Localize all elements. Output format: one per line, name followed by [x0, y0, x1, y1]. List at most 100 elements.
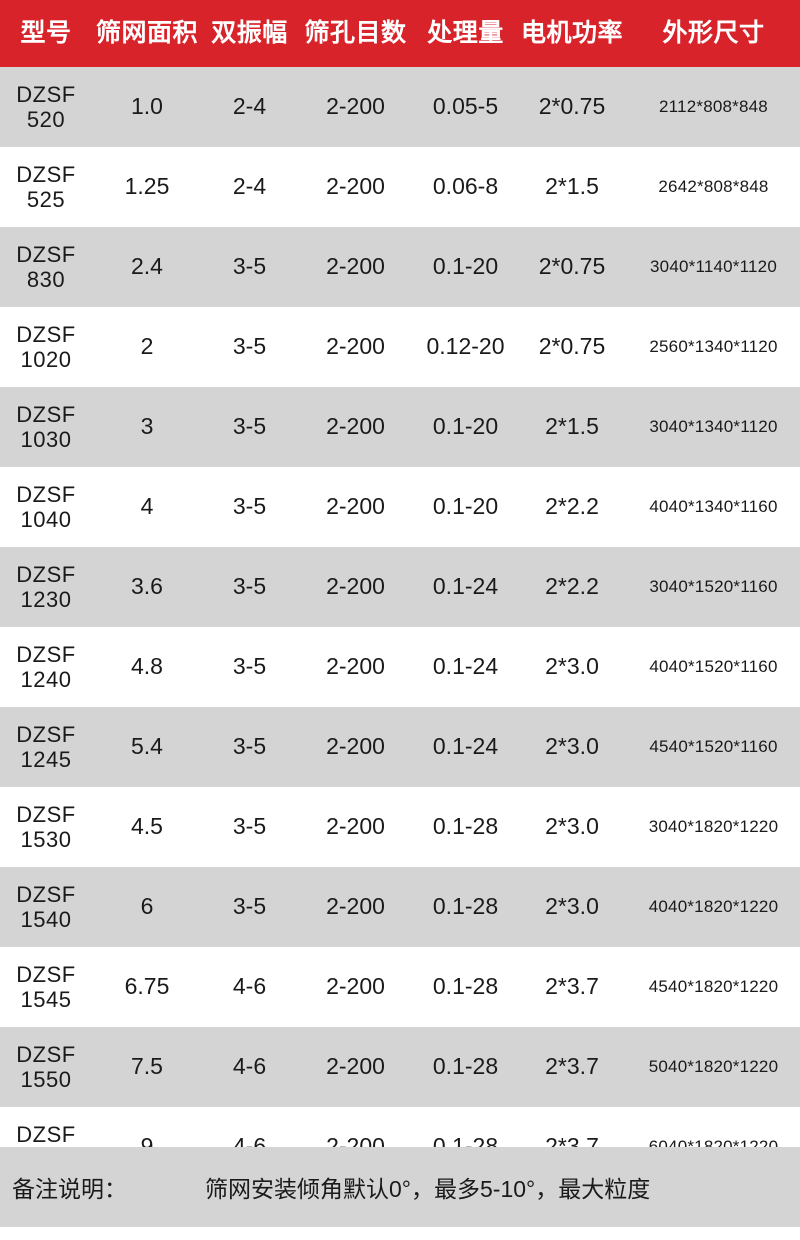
- cell-capacity: 0.06-8: [432, 173, 499, 200]
- cell-mesh-count: 2-200: [326, 493, 385, 520]
- cell-screen-area: 1.25: [124, 173, 170, 200]
- cell-mesh-count: 2-200: [326, 733, 385, 760]
- cell-double-amplitude: 3-5: [232, 493, 267, 520]
- cell-capacity: 0.1-24: [432, 653, 499, 680]
- column-header-capacity: 处理量: [427, 19, 504, 47]
- model-series: DZSF: [16, 801, 76, 827]
- cell-model: DZSF 830: [0, 242, 92, 293]
- column-header-screen-area: 筛网面积: [95, 19, 198, 47]
- cell-screen-area: 5.4: [131, 733, 163, 760]
- cell-capacity: 0.12-20: [426, 333, 505, 360]
- table-row: DZSF 525 1.25 2-4 2-200 0.06-8 2*1.5 2642*808*8…: [0, 147, 800, 227]
- cell-screen-area: 6.75: [124, 973, 170, 1000]
- table-row: DZSF 1240 4.8 3-5 2-200 0.1-24 2*3.0 4040*1520*…: [0, 627, 800, 707]
- cell-screen-area: 4: [140, 493, 154, 520]
- table-row: DZSF 1245 5.4 3-5 2-200 0.1-24 2*3.0 4540*1520*…: [0, 707, 800, 787]
- cell-motor-power: 2*3.0: [545, 733, 599, 760]
- cell-motor-power: 2*3.0: [545, 653, 599, 680]
- model-size: 1545: [20, 987, 72, 1012]
- cell-mesh-count: 2-200: [326, 1053, 385, 1080]
- cell-screen-area: 2: [140, 333, 154, 360]
- cell-double-amplitude: 2-4: [232, 93, 267, 120]
- model-series: DZSF: [16, 241, 76, 267]
- model-size: 1240: [20, 667, 72, 692]
- cell-double-amplitude: 3-5: [232, 893, 267, 920]
- column-header-mesh-count: 筛孔目数: [304, 19, 407, 47]
- model-size: 1540: [20, 907, 72, 932]
- cell-double-amplitude: 3-5: [232, 253, 267, 280]
- cell-motor-power: 2*1.5: [545, 413, 599, 440]
- table-row: DZSF 1030 3 3-5 2-200 0.1-20 2*1.5 3040*1340*11…: [0, 387, 800, 467]
- cell-mesh-count: 2-200: [326, 173, 385, 200]
- cell-dimensions: 4040*1520*1160: [649, 657, 778, 677]
- cell-mesh-count: 2-200: [326, 253, 385, 280]
- model-size: 525: [26, 187, 66, 212]
- table-row: DZSF 1550 7.5 4-6 2-200 0.1-28 2*3.7 5040*1820*…: [0, 1027, 800, 1107]
- cell-dimensions: 5040*1820*1220: [648, 1057, 779, 1077]
- cell-capacity: 0.1-20: [432, 493, 499, 520]
- cell-double-amplitude: 3-5: [232, 333, 267, 360]
- cell-motor-power: 2*0.75: [538, 333, 606, 360]
- cell-dimensions: 3040*1140*1120: [650, 257, 777, 277]
- cell-model: DZSF 525: [0, 162, 92, 213]
- model-size: 830: [26, 267, 66, 292]
- cell-mesh-count: 2-200: [326, 333, 385, 360]
- cell-capacity: 0.1-28: [432, 973, 499, 1000]
- model-size: 520: [26, 107, 66, 132]
- table-row: DZSF 830 2.4 3-5 2-200 0.1-20 2*0.75 3040*1140*…: [0, 227, 800, 307]
- cell-capacity: 0.05-5: [432, 93, 499, 120]
- cell-screen-area: 3.6: [131, 573, 163, 600]
- cell-dimensions: 2560*1340*1120: [649, 337, 778, 357]
- cell-motor-power: 2*3.0: [545, 813, 599, 840]
- cell-motor-power: 2*2.2: [545, 573, 599, 600]
- cell-model: DZSF 1540: [0, 882, 92, 933]
- column-header-double-amplitude: 双振幅: [211, 19, 288, 47]
- cell-screen-area: 2.4: [131, 253, 163, 280]
- table-row: DZSF 1020 2 3-5 2-200 0.12-20 2*0.75 2560*1340*…: [0, 307, 800, 387]
- cell-dimensions: 3040*1520*1160: [649, 577, 778, 597]
- note-row: 备注说明： 筛网安装倾角默认0°，最多5-10°，最大粒度: [0, 1147, 800, 1227]
- cell-motor-power: 2*2.2: [545, 493, 599, 520]
- cell-mesh-count: 2-200: [326, 973, 385, 1000]
- table-row: DZSF 1545 6.75 4-6 2-200 0.1-28 2*3.7 4540*1820…: [0, 947, 800, 1027]
- cell-double-amplitude: 3-5: [232, 653, 267, 680]
- cell-screen-area: 4.5: [131, 813, 163, 840]
- cell-capacity: 0.1-20: [432, 413, 499, 440]
- cell-dimensions: 3040*1340*1120: [649, 417, 778, 437]
- cell-model: DZSF 1245: [0, 722, 92, 773]
- cell-dimensions: 4540*1520*1160: [649, 737, 778, 757]
- cell-double-amplitude: 4-6: [232, 1053, 267, 1080]
- model-series: DZSF: [16, 1121, 76, 1147]
- cell-motor-power: 2*0.75: [538, 93, 606, 120]
- cell-model: DZSF 1530: [0, 802, 92, 853]
- cell-model: DZSF 1230: [0, 562, 92, 613]
- cell-double-amplitude: 4-6: [232, 973, 267, 1000]
- model-size: 1040: [20, 507, 72, 532]
- cell-dimensions: 3040*1820*1220: [648, 817, 779, 837]
- model-series: DZSF: [16, 81, 76, 107]
- cell-double-amplitude: 2-4: [232, 173, 267, 200]
- cell-mesh-count: 2-200: [326, 653, 385, 680]
- cell-dimensions: 2112*808*848: [659, 97, 768, 117]
- cell-capacity: 0.1-28: [432, 893, 499, 920]
- column-header-dimensions: 外形尺寸: [662, 19, 765, 47]
- cell-mesh-count: 2-200: [326, 573, 385, 600]
- cell-mesh-count: 2-200: [326, 813, 385, 840]
- model-series: DZSF: [16, 561, 76, 587]
- cell-dimensions: 4040*1340*1160: [649, 497, 778, 517]
- model-series: DZSF: [16, 481, 76, 507]
- table-row: DZSF 520 1.0 2-4 2-200 0.05-5 2*0.75 2112*808*8…: [0, 67, 800, 147]
- column-header-model: 型号: [20, 19, 72, 47]
- table-row: DZSF 1230 3.6 3-5 2-200 0.1-24 2*2.2 3040*1520*…: [0, 547, 800, 627]
- cell-mesh-count: 2-200: [326, 93, 385, 120]
- model-series: DZSF: [16, 1041, 76, 1067]
- cell-double-amplitude: 3-5: [232, 413, 267, 440]
- note-label: 备注说明：: [12, 1176, 127, 1202]
- table-body: DZSF 520 1.0 2-4 2-200 0.05-5 2*0.75 2112*808*8…: [0, 67, 800, 1187]
- cell-dimensions: 2642*808*848: [658, 177, 769, 197]
- cell-mesh-count: 2-200: [326, 413, 385, 440]
- cell-motor-power: 2*3.7: [545, 973, 599, 1000]
- model-size: 1550: [20, 1067, 72, 1092]
- model-series: DZSF: [16, 321, 76, 347]
